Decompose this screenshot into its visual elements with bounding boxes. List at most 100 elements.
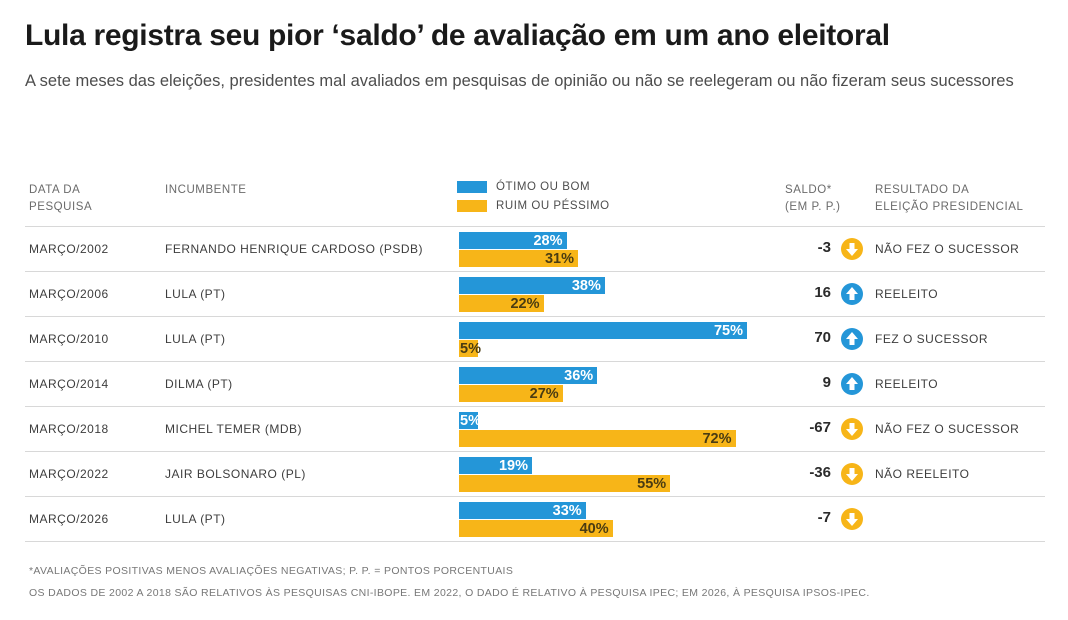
bar-negative: 40% xyxy=(459,520,613,537)
bar-track: 5% xyxy=(459,340,779,357)
saldo-arrow-up-icon xyxy=(841,328,863,350)
cell-incumbent: MICHEL TEMER (MDB) xyxy=(165,422,303,436)
footnote-saldo-definition: *AVALIAÇÕES POSITIVAS MENOS AVALIAÇÕES N… xyxy=(29,565,514,577)
cell-poll-date: MARÇO/2010 xyxy=(29,332,109,346)
bar-negative: 5% xyxy=(459,340,481,357)
cell-bars: 33% 40% xyxy=(459,501,779,539)
cell-poll-date: MARÇO/2026 xyxy=(29,512,109,526)
bar-positive: 38% xyxy=(459,277,605,294)
cell-saldo-value: 16 xyxy=(814,284,831,301)
chart-legend: ÓTIMO OU BOM RUIM OU PÉSSIMO xyxy=(457,178,610,216)
page-subtitle: A sete meses das eleições, presidentes m… xyxy=(25,72,1014,90)
bar-value-negative: 5% xyxy=(460,340,481,357)
table-row: MARÇO/2006 LULA (PT) 38% 22% 16 REELEITO xyxy=(25,271,1045,316)
column-header-incumbent: INCUMBENTE xyxy=(165,184,247,196)
cell-saldo-value: -7 xyxy=(817,509,831,526)
legend-label-positive: ÓTIMO OU BOM xyxy=(496,180,591,193)
bar-track: 22% xyxy=(459,295,779,312)
column-header-result: RESULTADO DA ELEIÇÃO PRESIDENCIAL xyxy=(875,184,1024,213)
saldo-arrow-up-icon xyxy=(841,373,863,395)
bar-positive: 33% xyxy=(459,502,586,519)
legend-swatch-negative-icon xyxy=(457,199,487,212)
bar-track: 27% xyxy=(459,385,779,402)
bar-track: 75% xyxy=(459,322,779,339)
bar-track: 38% xyxy=(459,277,779,294)
saldo-arrow-down-icon xyxy=(841,463,863,485)
cell-bars: 19% 55% xyxy=(459,456,779,494)
cell-bars: 38% 22% xyxy=(459,276,779,314)
footnotes: *AVALIAÇÕES POSITIVAS MENOS AVALIAÇÕES N… xyxy=(29,560,1039,604)
page-title: Lula registra seu pior ‘saldo’ de avalia… xyxy=(25,19,890,52)
bar-value-positive: 33% xyxy=(552,502,582,519)
saldo-arrow-up-icon xyxy=(841,283,863,305)
bar-value-positive: 19% xyxy=(498,457,528,474)
table-row: MARÇO/2018 MICHEL TEMER (MDB) 5% 72% -67 NÃO … xyxy=(25,406,1045,451)
saldo-arrow-down-icon xyxy=(841,238,863,260)
bar-negative: 27% xyxy=(459,385,563,402)
bar-value-positive: 28% xyxy=(533,232,563,249)
cell-saldo-value: 70 xyxy=(814,329,831,346)
cell-election-result: REELEITO xyxy=(875,287,939,301)
bar-value-negative: 27% xyxy=(529,385,559,402)
cell-election-result: FEZ O SUCESSOR xyxy=(875,332,989,346)
bar-track: 72% xyxy=(459,430,779,447)
cell-saldo-value: 9 xyxy=(822,374,831,391)
cell-poll-date: MARÇO/2002 xyxy=(29,242,109,256)
cell-saldo-value: -3 xyxy=(817,239,831,256)
cell-incumbent: FERNANDO HENRIQUE CARDOSO (PSDB) xyxy=(165,242,424,256)
bar-value-negative: 72% xyxy=(702,430,732,447)
cell-bars: 28% 31% xyxy=(459,231,779,269)
bar-track: 36% xyxy=(459,367,779,384)
legend-swatch-positive-icon xyxy=(457,180,487,193)
cell-election-result: NÃO FEZ O SUCESSOR xyxy=(875,242,1020,256)
column-header-saldo: SALDO* (EM P. P.) xyxy=(785,184,841,213)
saldo-arrow-down-icon xyxy=(841,508,863,530)
bar-value-positive: 38% xyxy=(571,277,601,294)
bar-track: 40% xyxy=(459,520,779,537)
cell-election-result: NÃO FEZ O SUCESSOR xyxy=(875,422,1020,436)
cell-bars: 75% 5% xyxy=(459,321,779,359)
cell-saldo-value: -67 xyxy=(809,419,831,436)
table-row: MARÇO/2010 LULA (PT) 75% 5% 70 FEZ O SUCESSOR xyxy=(25,316,1045,361)
table-row: MARÇO/2026 LULA (PT) 33% 40% -7 xyxy=(25,496,1045,541)
table-header: DATA DA PESQUISA INCUMBENTE SALDO* (EM P… xyxy=(25,168,1045,226)
cell-bars: 36% 27% xyxy=(459,366,779,404)
bar-negative: 22% xyxy=(459,295,544,312)
cell-saldo-value: -36 xyxy=(809,464,831,481)
bar-positive: 19% xyxy=(459,457,532,474)
footnote-sources: OS DADOS DE 2002 A 2018 SÃO RELATIVOS ÀS… xyxy=(29,587,870,600)
bar-value-negative: 40% xyxy=(579,520,609,537)
bar-negative: 72% xyxy=(459,430,736,447)
bar-positive: 28% xyxy=(459,232,567,249)
cell-incumbent: JAIR BOLSONARO (PL) xyxy=(165,467,306,481)
bar-positive: 75% xyxy=(459,322,747,339)
bar-negative: 55% xyxy=(459,475,671,492)
bar-value-positive: 75% xyxy=(713,322,743,339)
bar-value-negative: 55% xyxy=(637,475,667,492)
table-row: MARÇO/2022 JAIR BOLSONARO (PL) 19% 55% -36 NÃ… xyxy=(25,451,1045,496)
bar-value-negative: 31% xyxy=(544,250,574,267)
bar-track: 33% xyxy=(459,502,779,519)
legend-label-negative: RUIM OU PÉSSIMO xyxy=(496,199,610,212)
cell-election-result: REELEITO xyxy=(875,377,939,391)
legend-item-negative: RUIM OU PÉSSIMO xyxy=(457,197,610,214)
bar-positive: 5% xyxy=(459,412,481,429)
table-row: MARÇO/2014 DILMA (PT) 36% 27% 9 REELEITO xyxy=(25,361,1045,406)
column-header-date: DATA DA PESQUISA xyxy=(29,184,93,213)
bar-positive: 36% xyxy=(459,367,598,384)
bar-track: 5% xyxy=(459,412,779,429)
bar-value-positive: 5% xyxy=(460,412,481,429)
bar-negative: 31% xyxy=(459,250,578,267)
table-bottom-divider xyxy=(25,541,1045,542)
cell-incumbent: LULA (PT) xyxy=(165,332,226,346)
bar-track: 55% xyxy=(459,475,779,492)
bar-value-positive: 36% xyxy=(564,367,594,384)
bar-value-negative: 22% xyxy=(510,295,540,312)
cell-poll-date: MARÇO/2022 xyxy=(29,467,109,481)
cell-election-result: NÃO REELEITO xyxy=(875,467,970,481)
cell-incumbent: LULA (PT) xyxy=(165,287,226,301)
bar-track: 28% xyxy=(459,232,779,249)
bar-track: 31% xyxy=(459,250,779,267)
legend-item-positive: ÓTIMO OU BOM xyxy=(457,178,610,195)
cell-bars: 5% 72% xyxy=(459,411,779,449)
